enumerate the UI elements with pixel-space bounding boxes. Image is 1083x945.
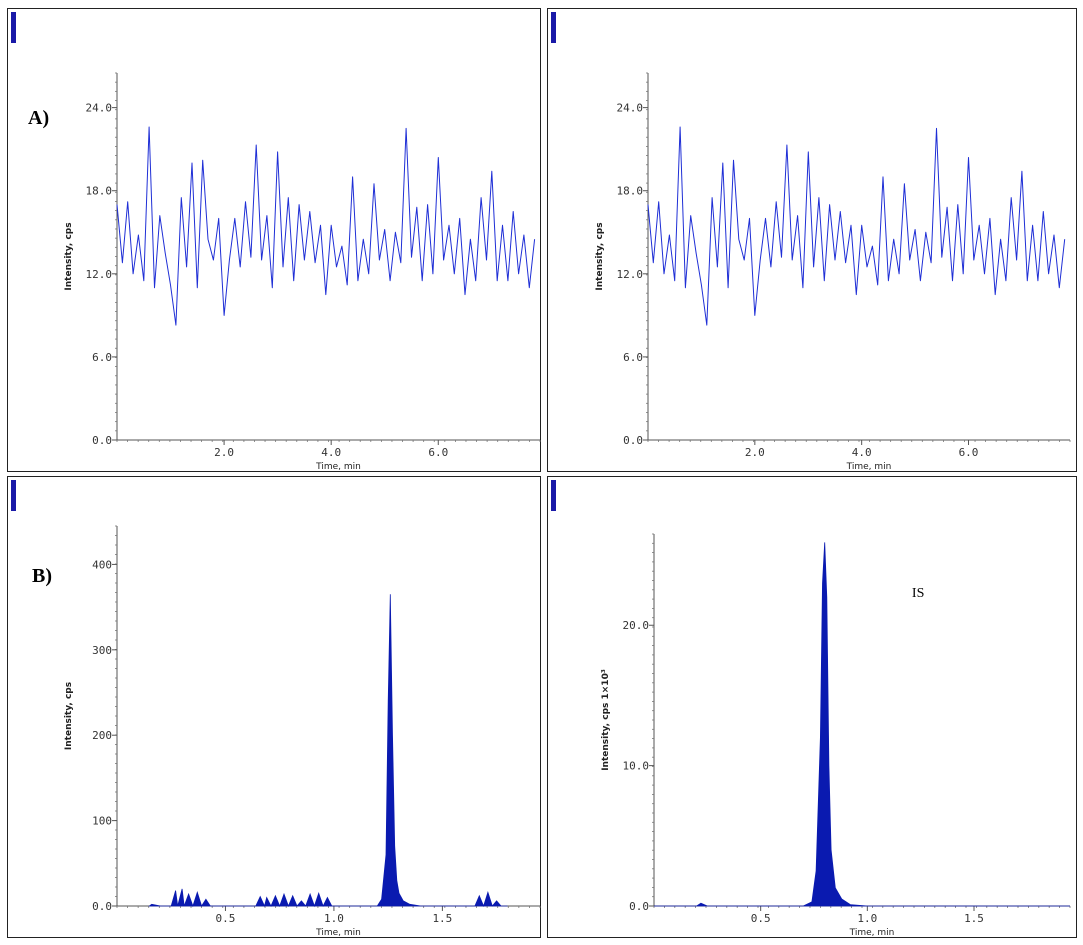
x-axis-label: Time, min (849, 928, 895, 938)
peak-annotation: IS (912, 586, 924, 601)
x-tick-label: 2.0 (214, 446, 234, 459)
x-tick-label: 1.0 (857, 912, 877, 925)
y-tick-label: 10.0 (623, 760, 650, 773)
x-tick-label: 4.0 (321, 446, 341, 459)
y-tick-label: 300 (92, 644, 112, 657)
y-tick-label: 12.0 (617, 268, 644, 281)
chromatogram-a-right: 0.0 6.0 12.0 18.0 24.0 2.0 4.0 6.0 Time, min Inte… (595, 72, 1071, 472)
chromatogram-b-right: 0.0 10.0 20.0 0.5 1.0 1.5 Time, min Intensity, … (601, 533, 1071, 938)
x-axis-label: Time, min (315, 928, 361, 938)
chart-panel-b-right: 0.0 10.0 20.0 0.5 1.0 1.5 Time, min Intensity, … (547, 476, 1077, 938)
x-tick-label: 1.5 (964, 912, 984, 925)
chromatogram-b-left: 0.0 100 200 300 400 0.5 1.0 1.5 Time, min Intensi… (64, 525, 541, 938)
x-axis-label: Time, min (846, 462, 892, 472)
series-line (647, 126, 1066, 326)
chart-panel-b-left: B) 0.0 100 200 300 400 0.5 1.0 1.5 Time, min Inte… (7, 476, 541, 938)
y-axis-label: Intensity, cps 1×10³ (601, 669, 611, 771)
x-tick-label: 1.5 (432, 912, 452, 925)
x-tick-label: 0.5 (751, 912, 771, 925)
y-tick-label: 0.0 (623, 434, 643, 447)
x-tick-label: 0.5 (216, 912, 236, 925)
y-tick-label: 18.0 (86, 185, 113, 198)
series-line (116, 126, 536, 326)
y-tick-label: 0.0 (629, 900, 649, 913)
y-tick-label: 18.0 (617, 185, 644, 198)
y-tick-label: 12.0 (86, 268, 113, 281)
panel-label-a: A) (28, 107, 50, 129)
panel-label-b: B) (32, 565, 52, 587)
y-axis-label: Intensity, cps (64, 682, 74, 750)
y-tick-label: 100 (92, 815, 112, 828)
panel-marker (11, 480, 16, 511)
y-axis-label: Intensity, cps (64, 222, 74, 290)
x-tick-label: 1.0 (324, 912, 344, 925)
panel-marker (11, 12, 16, 43)
x-axis-label: Time, min (315, 462, 361, 472)
chart-panel-a-right: 0.0 6.0 12.0 18.0 24.0 2.0 4.0 6.0 Time, min Inte… (547, 8, 1077, 472)
y-tick-label: 24.0 (86, 102, 113, 115)
x-tick-label: 2.0 (745, 446, 765, 459)
y-tick-label: 0.0 (92, 900, 112, 913)
series-area (654, 542, 1070, 907)
chart-panel-a-left: A) 0.0 6.0 12.0 18.0 24.0 2.0 4.0 6.0 Time, min I… (7, 8, 541, 472)
y-axis-label: Intensity, cps (595, 222, 605, 290)
panel-marker (551, 12, 556, 43)
y-tick-label: 20.0 (623, 619, 650, 632)
y-tick-label: 6.0 (623, 351, 643, 364)
chromatogram-a-left: 0.0 6.0 12.0 18.0 24.0 2.0 4.0 6.0 Time, min Inte… (64, 72, 541, 472)
y-tick-label: 200 (92, 729, 112, 742)
y-tick-label: 0.0 (92, 434, 112, 447)
panel-marker (551, 480, 556, 511)
x-tick-label: 6.0 (428, 446, 448, 459)
y-tick-label: 400 (92, 558, 112, 571)
x-tick-label: 6.0 (959, 446, 979, 459)
series-area (148, 594, 508, 908)
x-tick-label: 4.0 (852, 446, 872, 459)
y-tick-label: 24.0 (617, 102, 644, 115)
y-tick-label: 6.0 (92, 351, 112, 364)
